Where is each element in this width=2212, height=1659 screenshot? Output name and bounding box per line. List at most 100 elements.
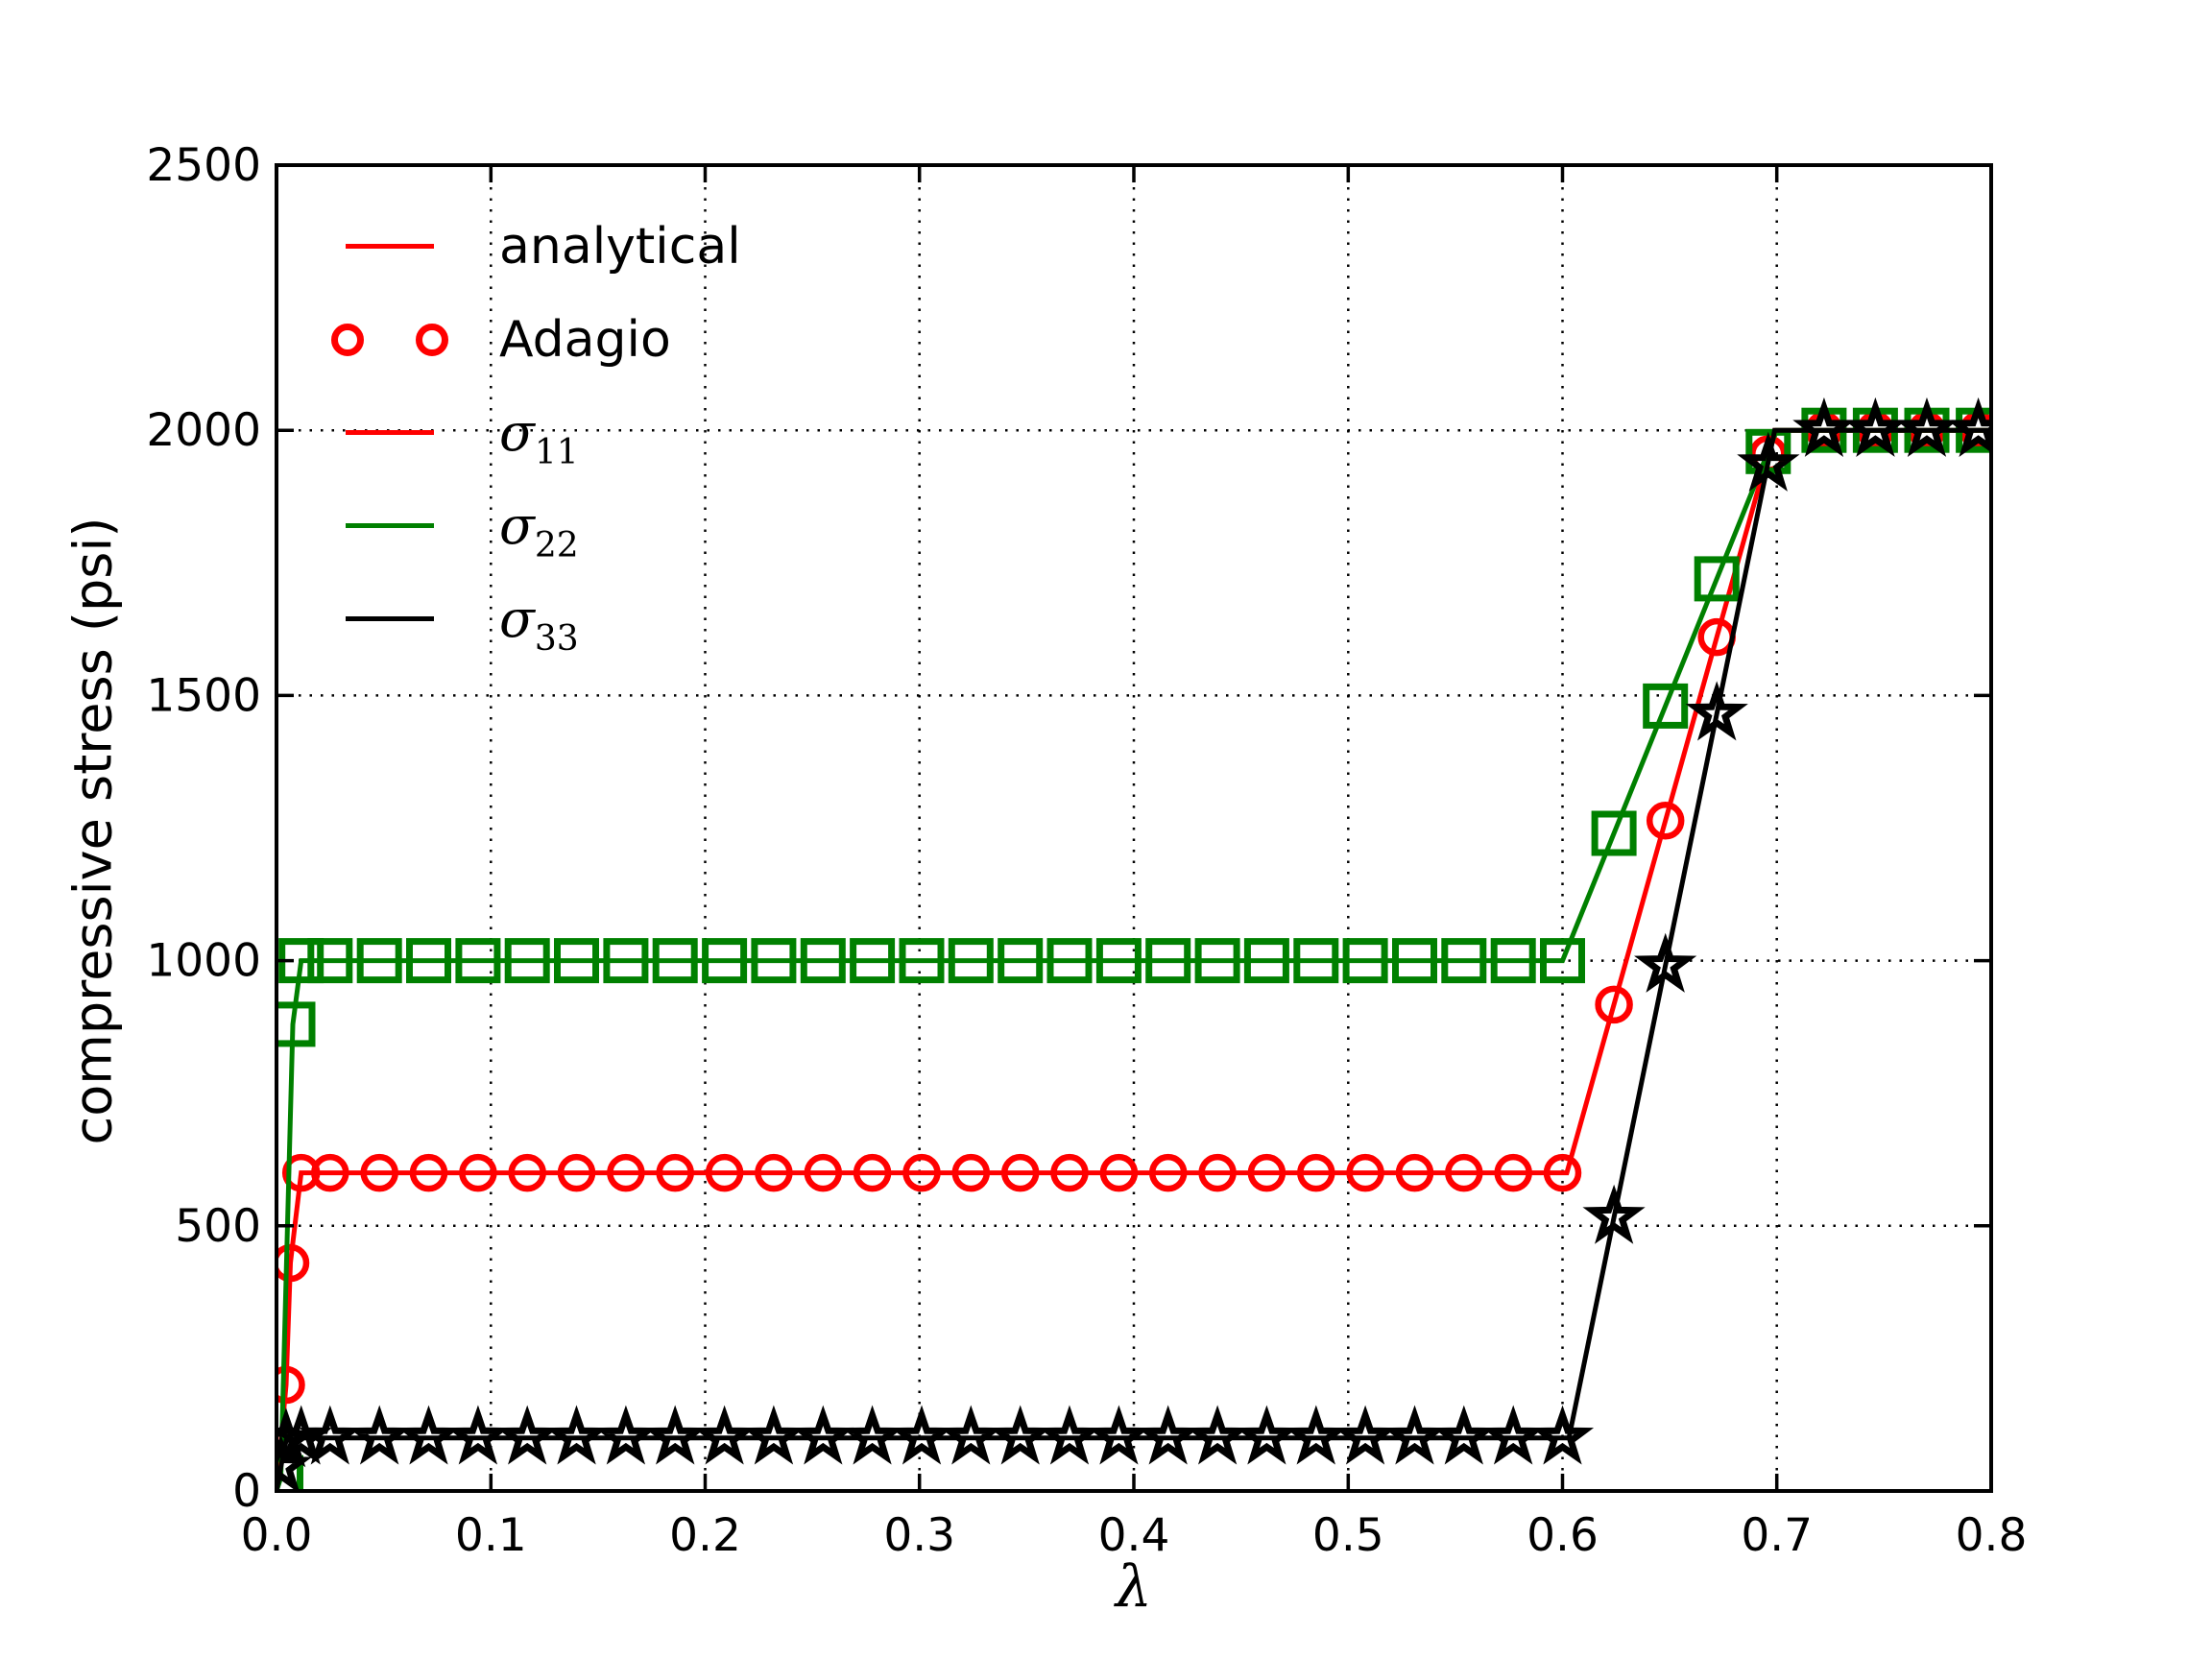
marker-sigma22 xyxy=(652,938,698,984)
marker-sigma11 xyxy=(276,1243,310,1283)
marker-sigma11 xyxy=(804,1153,843,1192)
marker-sigma22 xyxy=(1490,938,1536,984)
marker-sigma22 xyxy=(1046,938,1093,984)
x-tick-label: 0.8 xyxy=(1956,1509,2028,1562)
marker-sigma33 xyxy=(1087,1405,1150,1465)
y-tick-label: 0 xyxy=(232,1465,261,1518)
x-tick-label: 0.6 xyxy=(1527,1509,1599,1562)
x-tick-label: 0.5 xyxy=(1312,1509,1384,1562)
legend-item-analytical: analytical xyxy=(331,200,741,293)
y-tick-label: 1000 xyxy=(146,935,261,988)
marker-sigma11 xyxy=(1000,1153,1040,1192)
marker-sigma22 xyxy=(850,938,896,984)
marker-sigma33 xyxy=(742,1405,805,1465)
marker-sigma22 xyxy=(1540,938,1585,984)
marker-sigma33 xyxy=(1947,397,1991,457)
marker-sigma33 xyxy=(1137,1405,1200,1465)
marker-sigma22 xyxy=(1694,556,1740,602)
marker-sigma11 xyxy=(656,1153,694,1192)
marker-sigma33 xyxy=(989,1405,1052,1465)
marker-sigma33 xyxy=(276,1407,318,1468)
x-tick-label: 0.3 xyxy=(883,1509,955,1562)
marker-sigma33 xyxy=(299,1405,362,1465)
marker-sigma11 xyxy=(902,1153,941,1192)
marker-sigma11 xyxy=(1346,1153,1384,1192)
legend-item-sigma11: σ11 xyxy=(331,386,741,479)
marker-sigma22 xyxy=(603,938,649,984)
marker-sigma33 xyxy=(1382,1405,1447,1465)
marker-sigma22 xyxy=(1145,938,1191,984)
legend-item-sigma22: σ22 xyxy=(331,479,741,572)
x-tick-label: 0.2 xyxy=(669,1509,741,1562)
marker-sigma11 xyxy=(508,1153,546,1192)
x-tick-label: 0.0 xyxy=(241,1509,313,1562)
marker-sigma33 xyxy=(1235,1405,1299,1465)
legend-line-sample-analytical xyxy=(331,244,448,249)
legend-label-sigma22: σ22 xyxy=(499,494,579,565)
y-tick-label: 2500 xyxy=(146,139,261,192)
marker-sigma22 xyxy=(1643,683,1689,729)
marker-sigma33 xyxy=(643,1405,707,1465)
marker-sigma22 xyxy=(1342,938,1388,984)
marker-sigma11 xyxy=(557,1153,596,1192)
marker-sigma33 xyxy=(1530,1405,1595,1465)
marker-sigma22 xyxy=(800,938,846,984)
marker-sigma11 xyxy=(705,1153,744,1192)
legend-line-sample-sigma11 xyxy=(331,430,448,435)
marker-sigma22 xyxy=(702,938,748,984)
legend: analytical Adagio σ11 σ22 xyxy=(331,200,741,665)
marker-sigma11 xyxy=(1445,1153,1483,1192)
marker-sigma11 xyxy=(1050,1153,1089,1192)
marker-sigma22 xyxy=(998,938,1044,984)
marker-sigma33 xyxy=(1843,397,1908,457)
marker-sigma11 xyxy=(1247,1153,1286,1192)
marker-sigma33 xyxy=(1895,397,1959,457)
x-tick-label: 0.7 xyxy=(1741,1509,1813,1562)
marker-sigma33 xyxy=(1737,431,1800,492)
marker-sigma22 xyxy=(1392,938,1437,984)
marker-sigma22 xyxy=(504,938,550,984)
marker-sigma33 xyxy=(1792,397,1856,457)
legend-label-sigma33: σ33 xyxy=(499,588,579,659)
marker-sigma11 xyxy=(1646,802,1685,840)
marker-sigma22 xyxy=(455,938,501,984)
marker-sigma33 xyxy=(1582,1184,1646,1244)
marker-sigma22 xyxy=(899,938,945,984)
y-tick-label: 2000 xyxy=(146,404,261,457)
x-tick-label: 0.4 xyxy=(1098,1509,1170,1562)
marker-sigma33 xyxy=(397,1405,461,1465)
marker-sigma22 xyxy=(1293,938,1339,984)
marker-sigma11 xyxy=(311,1153,349,1192)
legend-label-sigma11: σ11 xyxy=(499,401,579,472)
legend-line-sample-sigma22 xyxy=(331,523,448,528)
marker-sigma11 xyxy=(1297,1153,1335,1192)
marker-sigma33 xyxy=(495,1405,559,1465)
marker-sigma33 xyxy=(594,1405,658,1465)
marker-sigma22 xyxy=(276,1001,316,1047)
marker-sigma33 xyxy=(348,1405,411,1465)
marker-sigma33 xyxy=(446,1405,510,1465)
marker-sigma22 xyxy=(1591,810,1637,856)
marker-sigma33 xyxy=(1186,1405,1249,1465)
marker-sigma11 xyxy=(607,1153,645,1192)
marker-sigma22 xyxy=(1441,938,1487,984)
marker-sigma33 xyxy=(1634,932,1697,993)
marker-sigma11 xyxy=(853,1153,892,1192)
marker-sigma33 xyxy=(1481,1405,1545,1465)
marker-sigma11 xyxy=(1543,1153,1582,1192)
marker-sigma33 xyxy=(1285,1405,1348,1465)
marker-sigma33 xyxy=(841,1405,904,1465)
marker-sigma22 xyxy=(554,938,599,984)
marker-sigma22 xyxy=(356,938,402,984)
marker-sigma33 xyxy=(1334,1405,1397,1465)
legend-circle-markers xyxy=(331,323,448,356)
marker-sigma22 xyxy=(1194,938,1240,984)
marker-sigma11 xyxy=(1148,1153,1188,1192)
marker-sigma11 xyxy=(1099,1153,1139,1192)
marker-sigma22 xyxy=(948,938,994,984)
marker-sigma11 xyxy=(360,1153,398,1192)
marker-sigma22 xyxy=(1095,938,1142,984)
marker-sigma11 xyxy=(459,1153,497,1192)
